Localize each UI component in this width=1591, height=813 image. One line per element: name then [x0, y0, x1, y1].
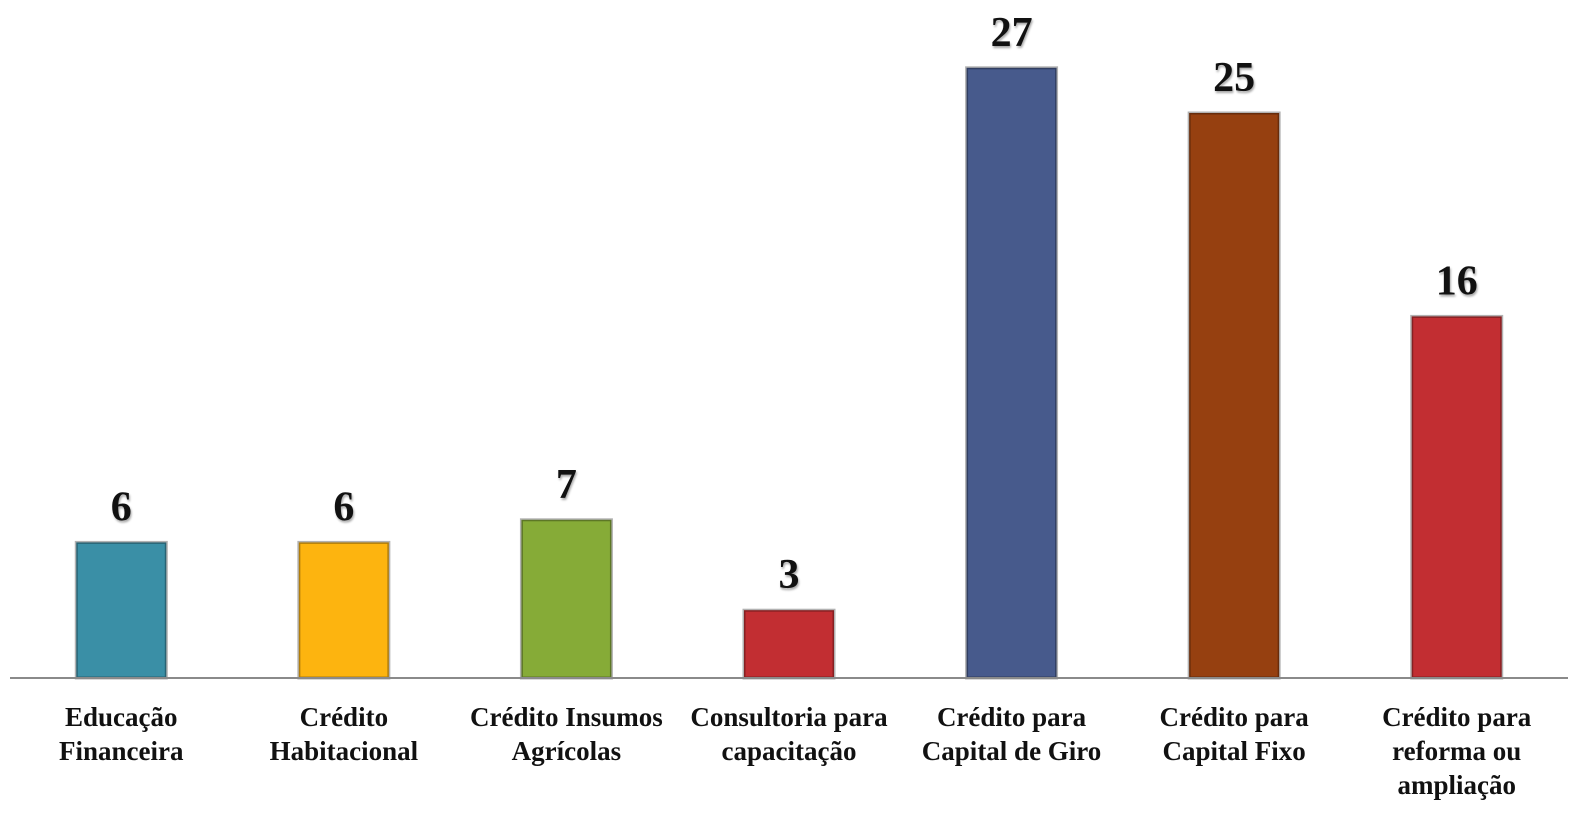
bar [519, 518, 613, 680]
x-tick-label: Crédito para Capital Fixo [1159, 702, 1309, 766]
x-tick-label: Crédito Insumos Agrícolas [470, 702, 663, 766]
value-label: 7 [556, 462, 577, 508]
value-label: 3 [779, 552, 800, 598]
x-tick-label: Crédito para reforma ou ampliação [1382, 702, 1532, 800]
chart: 6 6 7 3 27 25 16 [10, 10, 1568, 680]
x-tick-label: Consultoria para capacitação [690, 702, 888, 766]
bar [742, 608, 836, 680]
bar [965, 66, 1059, 680]
x-tick-label: Crédito para Capital de Giro [921, 702, 1102, 766]
value-label: 16 [1436, 258, 1478, 304]
bar [74, 540, 168, 680]
value-label: 6 [111, 484, 132, 530]
value-label: 25 [1213, 55, 1255, 101]
bar [1187, 111, 1281, 680]
value-label: 27 [991, 10, 1033, 56]
bar [297, 540, 391, 680]
x-tick-label: Educação Financeira [59, 702, 184, 766]
bar [1410, 314, 1504, 680]
x-tick-label: Crédito Habitacional [269, 702, 419, 766]
value-label: 6 [333, 484, 354, 530]
